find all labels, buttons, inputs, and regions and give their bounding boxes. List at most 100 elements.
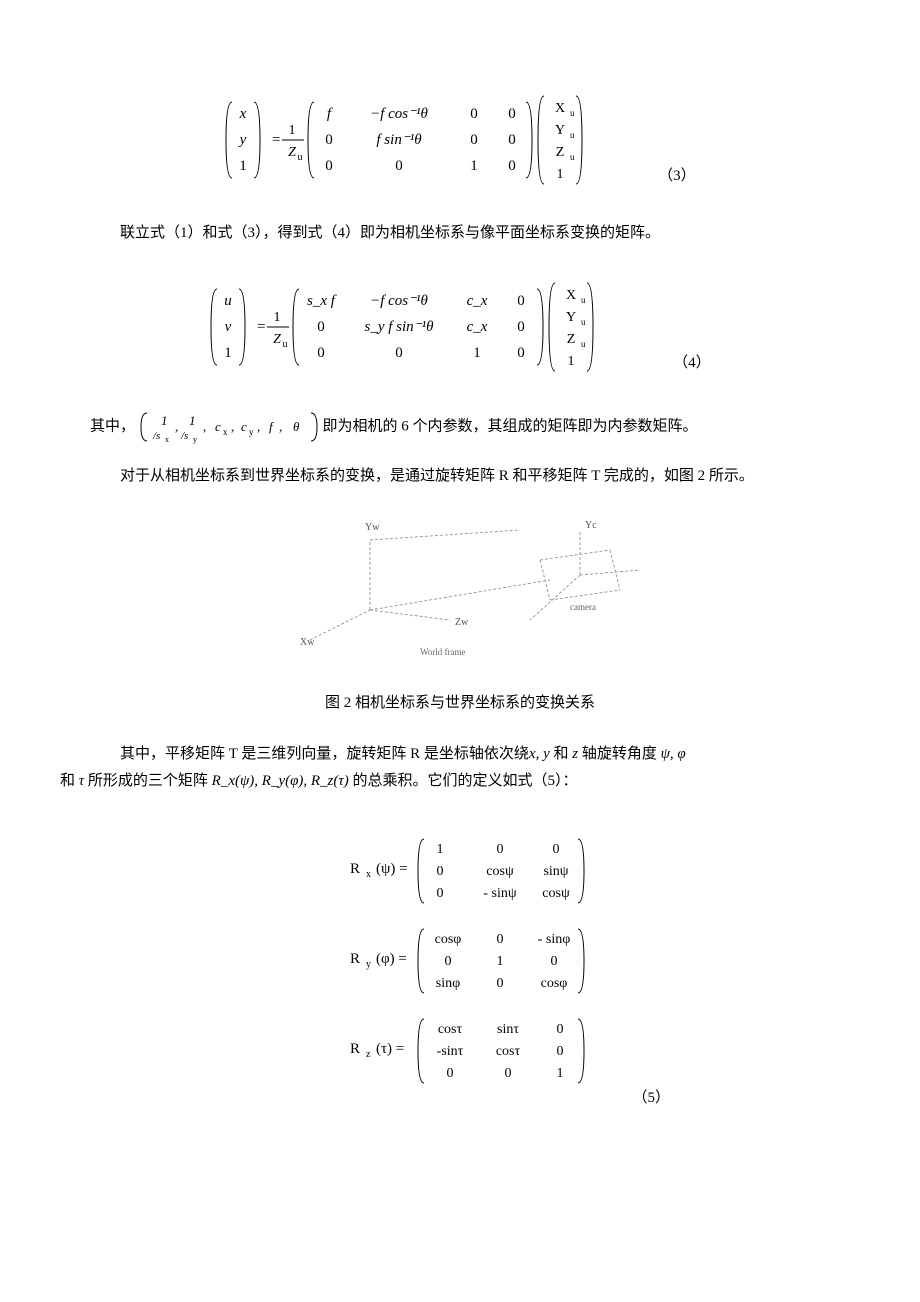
rz02: 0 (557, 1022, 564, 1037)
svg-text:z: z (366, 1049, 371, 1060)
ry20: sinφ (436, 976, 460, 991)
svg-text:f: f (269, 419, 275, 434)
svg-text:X: X (555, 101, 565, 116)
rz12: 0 (557, 1044, 564, 1059)
svg-text:X: X (566, 288, 576, 303)
svg-text:u: u (298, 152, 303, 163)
svg-text:Y: Y (566, 310, 576, 325)
svg-text:c: c (215, 419, 221, 434)
p4b: x, y (529, 746, 550, 762)
m21: 0 (396, 158, 404, 174)
eq5-number: （5） (632, 1090, 670, 1106)
m20: 0 (326, 158, 334, 174)
figure-2-caption: 图 2 相机坐标系与世界坐标系的变换关系 (90, 690, 830, 717)
svg-text:1: 1 (568, 354, 575, 369)
e4m01: −f cos⁻¹θ (370, 293, 428, 309)
ry11: 1 (497, 954, 504, 969)
ry02: - sinφ (538, 932, 571, 947)
equation-3: x y 1 = 1 Z u f −f cos⁻¹θ 0 0 0 f sin⁻¹θ… (90, 90, 830, 190)
rx02: 0 (553, 842, 560, 857)
e4m11: s_y f sin⁻¹θ (365, 319, 435, 335)
svg-text:,: , (279, 419, 282, 434)
svg-text:x: x (165, 435, 169, 444)
ry12: 0 (551, 954, 558, 969)
rz01: sinτ (497, 1022, 519, 1037)
p4f: ψ, φ (661, 746, 686, 762)
e4m20: 0 (318, 345, 326, 361)
m13: 0 (509, 132, 517, 148)
m12: 0 (471, 132, 479, 148)
svg-text:u: u (581, 295, 586, 305)
svg-text:(τ) =: (τ) = (376, 1041, 404, 1057)
ry22: cosφ (541, 976, 568, 991)
svg-text:/s: /s (180, 430, 188, 442)
ry10: 0 (445, 954, 452, 969)
p4a: 其中，平移矩阵 T 是三维列向量，旋转矩阵 R 是坐标轴依次绕 (120, 746, 529, 762)
rx21: - sinψ (483, 886, 517, 901)
svg-text:Y: Y (555, 123, 565, 138)
m23: 0 (509, 158, 517, 174)
svg-text:Z: Z (273, 332, 281, 347)
svg-text:(ψ) =: (ψ) = (376, 861, 408, 877)
e4-l1: v (225, 319, 232, 335)
paragraph-2: 其中， 1 /sx , 1 /sy , cx , cy , f , θ 即为相机… (90, 407, 830, 447)
rx20: 0 (437, 886, 444, 901)
e4m03: 0 (518, 293, 526, 309)
e4m21: 0 (396, 345, 404, 361)
svg-text:u: u (581, 317, 586, 327)
paragraph-4: 其中，平移矩阵 T 是三维列向量，旋转矩阵 R 是坐标轴依次绕x, y 和 z … (90, 741, 830, 795)
svg-text:1: 1 (557, 167, 564, 182)
rz22: 1 (557, 1066, 564, 1081)
svg-text:y: y (366, 959, 371, 970)
svg-text:R: R (350, 861, 360, 877)
svg-text:Xw: Xw (300, 637, 315, 648)
e4m22: 1 (474, 345, 482, 361)
svg-text:y: y (249, 427, 254, 437)
svg-text:x: x (223, 427, 228, 437)
svg-text:θ: θ (293, 419, 300, 434)
rz11: cosτ (496, 1044, 521, 1059)
eq3-lhs-2: 1 (240, 158, 248, 174)
p2-suffix: 即为相机的 6 个内参数，其组成的矩阵即为内参数矩阵。 (323, 418, 698, 434)
rz20: 0 (447, 1066, 454, 1081)
paragraph-3: 对于从相机坐标系到世界坐标系的变换，是通过旋转矩阵 R 和平移矩阵 T 完成的，… (90, 463, 830, 490)
svg-text:(φ) =: (φ) = (376, 951, 407, 967)
rx12: sinψ (543, 864, 568, 879)
m03: 0 (509, 106, 517, 122)
e4m10: 0 (318, 319, 326, 335)
rz10: -sinτ (437, 1044, 464, 1059)
svg-text:u: u (570, 108, 575, 118)
rx01: 0 (497, 842, 504, 857)
svg-text:=: = (257, 319, 265, 335)
svg-text:,: , (257, 419, 260, 434)
p4e: 轴旋转角度 (578, 746, 661, 762)
figure-2: Yw Xw Zw Yc World frame camera (90, 510, 830, 670)
m22: 1 (471, 158, 479, 174)
m10: 0 (326, 132, 334, 148)
e4m12: c_x (467, 319, 488, 335)
svg-text:u: u (570, 152, 575, 162)
svg-text:R: R (350, 951, 360, 967)
svg-text:/s: /s (152, 430, 160, 442)
svg-text:c: c (241, 419, 247, 434)
svg-text:u: u (581, 339, 586, 349)
svg-text:,: , (175, 419, 178, 434)
e4-l2: 1 (225, 345, 233, 361)
p4k: 的总乘积。它们的定义如式（5）： (349, 773, 578, 789)
paragraph-1: 联立式（1）和式（3），得到式（4）即为相机坐标系与像平面坐标系变换的矩阵。 (90, 220, 830, 247)
eq4-number: （4） (673, 350, 711, 377)
svg-text:,: , (231, 419, 234, 434)
svg-text:y: y (193, 435, 197, 444)
svg-text:u: u (283, 339, 288, 350)
svg-text:1: 1 (274, 310, 281, 325)
svg-text:Zw: Zw (455, 617, 469, 628)
ry00: cosφ (435, 932, 462, 947)
e4-l0: u (225, 293, 233, 309)
p4g: 和 (60, 773, 79, 789)
m01: −f cos⁻¹θ (370, 106, 428, 122)
e4m13: 0 (518, 319, 526, 335)
e4m00: s_x f (307, 293, 337, 309)
svg-text:Z: Z (288, 145, 296, 160)
eq3-lhs-1: y (238, 132, 247, 148)
rx10: 0 (437, 864, 444, 879)
